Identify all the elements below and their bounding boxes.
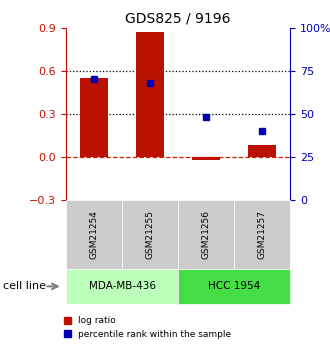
Bar — [248, 146, 277, 157]
Text: cell line: cell line — [3, 282, 46, 291]
Text: GSM21254: GSM21254 — [89, 210, 99, 259]
Bar — [80, 78, 108, 157]
Title: GDS825 / 9196: GDS825 / 9196 — [125, 11, 231, 25]
Text: GSM21257: GSM21257 — [258, 210, 267, 259]
Text: MDA-MB-436: MDA-MB-436 — [88, 282, 156, 291]
Text: HCC 1954: HCC 1954 — [208, 282, 260, 291]
Bar — [136, 32, 164, 157]
Text: GSM21255: GSM21255 — [146, 210, 155, 259]
Bar — [192, 157, 220, 160]
Text: GSM21256: GSM21256 — [202, 210, 211, 259]
Legend: log ratio, percentile rank within the sample: log ratio, percentile rank within the sa… — [64, 316, 231, 339]
